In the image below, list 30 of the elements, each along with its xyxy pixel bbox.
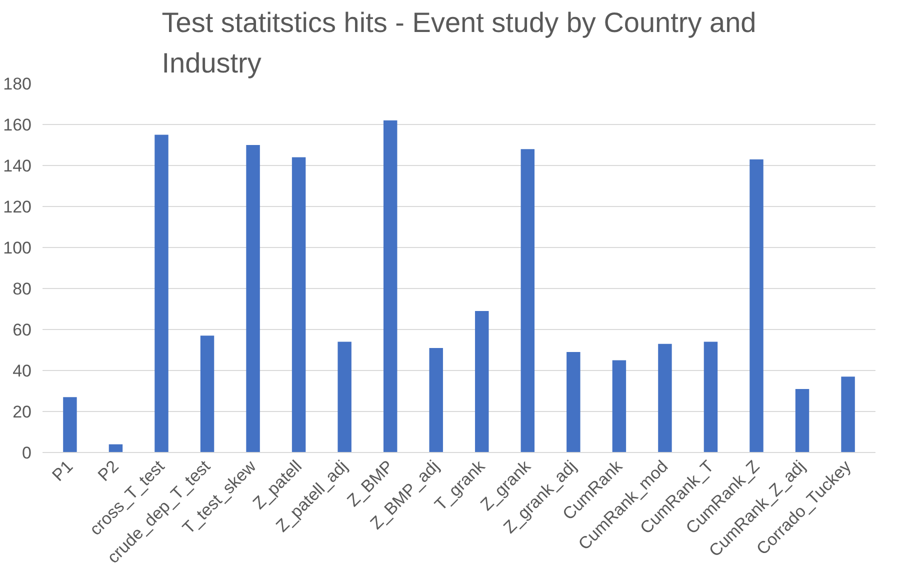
bar [704,342,718,452]
bar [383,120,398,452]
y-tick-label: 40 [12,362,32,380]
y-tick-label: 60 [12,320,32,340]
bar [63,397,77,452]
y-tick-label: 180 [3,74,32,94]
bar [200,336,214,452]
bar [566,352,580,452]
bar [750,159,764,452]
y-tick-label: 0 [22,444,32,462]
bar [246,145,260,452]
y-tick-label: 160 [3,116,32,134]
bar [658,344,672,452]
y-tick-label: 20 [12,402,32,422]
bar [475,311,489,452]
bar [795,388,810,452]
y-tick-label: 100 [3,238,32,258]
x-tick-label: P1 [48,456,77,485]
bar [108,444,123,452]
bar [154,134,168,452]
bar [292,157,306,452]
y-tick-label: 120 [3,198,32,216]
bar [612,360,626,452]
bar [841,376,855,452]
bar [338,342,352,452]
bar [520,149,535,452]
y-tick-label: 140 [3,156,32,176]
chart-title: Test statitstics hits - Event study by Country and Industry [162,7,756,78]
y-tick-label: 80 [12,280,32,298]
bar [429,348,443,452]
